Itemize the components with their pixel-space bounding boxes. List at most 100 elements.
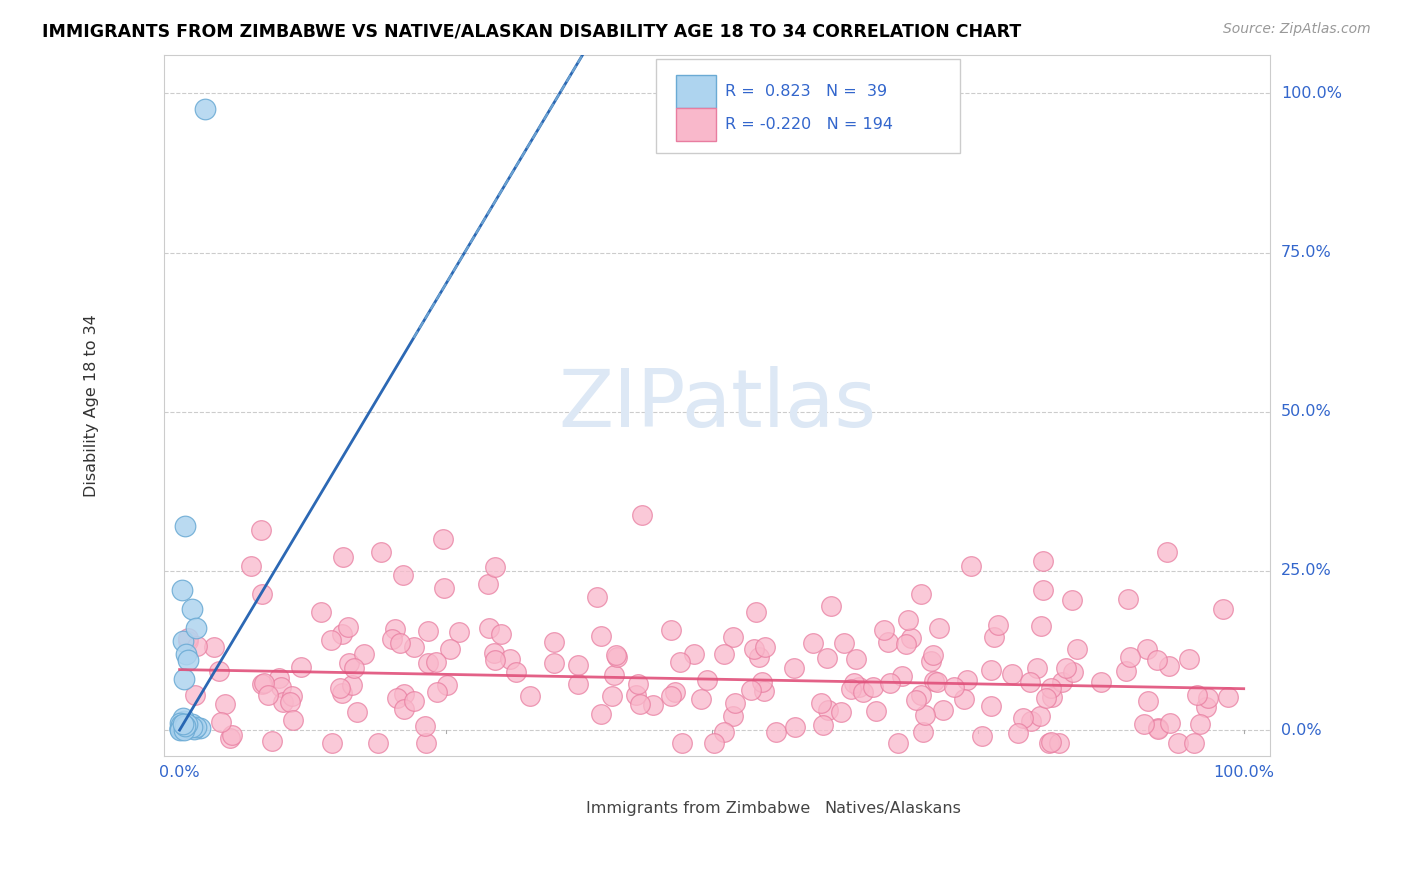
Point (713, 648, 735, 662)
Point (489, 627, 512, 641)
Point (392, 687, 415, 701)
Point (689, 692, 711, 706)
Point (671, 736, 693, 750)
Point (172, 717, 194, 731)
Point (172, 715, 194, 730)
Point (910, 587, 932, 601)
Point (173, 720, 195, 734)
Point (955, 673, 977, 687)
Point (184, 688, 207, 702)
Point (815, 651, 838, 665)
Point (332, 549, 354, 564)
Point (801, 636, 824, 650)
Point (1197, 690, 1219, 705)
Point (330, 685, 353, 699)
Point (628, 697, 651, 711)
Point (980, 698, 1002, 713)
Point (1133, 717, 1156, 731)
Point (900, 632, 922, 646)
Point (879, 676, 901, 690)
Point (416, 656, 439, 670)
Text: Natives/Alaskans: Natives/Alaskans (824, 801, 962, 815)
Point (404, 693, 426, 707)
Point (172, 634, 194, 648)
Point (1062, 592, 1084, 607)
Point (1025, 661, 1047, 675)
Point (970, 729, 993, 743)
Point (751, 675, 773, 690)
Point (740, 683, 762, 698)
Point (172, 711, 194, 725)
Point (1147, 721, 1170, 735)
Point (897, 613, 920, 627)
Point (202, 640, 225, 654)
Point (426, 685, 449, 699)
Point (170, 719, 193, 733)
Point (337, 656, 360, 670)
Point (280, 689, 302, 703)
Point (177, 721, 200, 735)
Point (713, 725, 735, 739)
Point (214, 697, 236, 711)
Point (170, 720, 193, 734)
Point (176, 720, 198, 734)
Point (173, 672, 195, 686)
Point (252, 676, 274, 690)
Point (250, 523, 273, 537)
Point (174, 719, 197, 733)
FancyBboxPatch shape (554, 797, 583, 820)
Point (920, 654, 942, 668)
Point (172, 717, 194, 731)
Text: 75.0%: 75.0% (1281, 245, 1331, 260)
Point (905, 692, 928, 706)
Text: Immigrants from Zimbabwe: Immigrants from Zimbabwe (586, 801, 811, 815)
Point (170, 720, 193, 734)
Point (172, 722, 194, 736)
Point (181, 716, 204, 731)
Point (418, 624, 440, 639)
Point (477, 576, 499, 591)
Point (1040, 690, 1063, 705)
Point (176, 632, 198, 646)
Point (724, 697, 747, 711)
Point (346, 705, 368, 719)
Point (184, 720, 207, 734)
Point (830, 705, 852, 719)
Point (221, 728, 243, 742)
Point (1001, 667, 1024, 681)
Point (643, 698, 665, 713)
Point (208, 664, 231, 678)
Point (820, 599, 842, 614)
Point (862, 680, 884, 694)
Point (1028, 709, 1050, 723)
Point (1032, 582, 1054, 597)
Point (482, 646, 505, 660)
Point (942, 680, 965, 694)
Point (319, 632, 342, 647)
Point (173, 723, 195, 737)
Point (810, 696, 832, 710)
Point (890, 669, 912, 683)
Text: ZIPatlas: ZIPatlas (558, 367, 876, 444)
Point (170, 582, 193, 597)
Point (183, 722, 205, 736)
Point (953, 692, 976, 706)
Point (250, 586, 273, 600)
Point (848, 680, 870, 694)
Point (932, 703, 955, 717)
Point (1195, 699, 1218, 714)
Point (1188, 717, 1211, 731)
Point (1054, 661, 1077, 675)
Point (1090, 675, 1112, 690)
Point (631, 508, 654, 522)
Point (752, 684, 775, 698)
Point (703, 736, 725, 750)
Point (925, 675, 948, 690)
Text: 0.0%: 0.0% (159, 765, 200, 780)
Point (1035, 690, 1057, 705)
Point (922, 648, 945, 662)
Point (600, 689, 623, 703)
Point (1184, 736, 1206, 750)
Point (543, 656, 565, 670)
Point (914, 708, 936, 723)
